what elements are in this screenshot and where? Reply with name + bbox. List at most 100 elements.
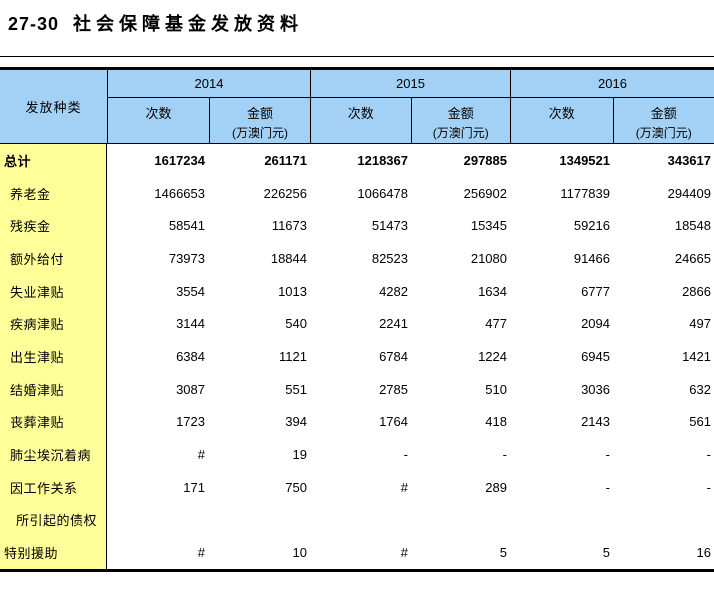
- row-label: 丧葬津贴: [0, 405, 107, 439]
- year-label-2014: 2014: [108, 70, 310, 98]
- table-row: 肺尘埃沉着病 # 19 - - - -: [0, 438, 714, 471]
- value-cell: 5: [499, 545, 507, 561]
- value-cell: #: [400, 479, 408, 495]
- value-cell: -: [706, 479, 711, 495]
- value-cell: 2785: [379, 381, 408, 397]
- value-cell: 1723: [176, 414, 205, 430]
- value-cell: 51473: [371, 218, 408, 234]
- value-cell: 6777: [581, 283, 610, 299]
- table-row: 失业津贴 3554 1013 4282 1634 6777 2866: [0, 274, 714, 308]
- value-cell: 19: [292, 447, 307, 463]
- value-cell: [107, 504, 208, 537]
- value-cell: 551: [285, 381, 307, 397]
- value-cell: 73973: [168, 250, 205, 266]
- year-section-2016: 2016 次数 金额 (万澳门元): [510, 70, 714, 143]
- value-cell: 256902: [463, 185, 507, 201]
- category-header-cell: 发放种类: [25, 100, 82, 115]
- value-cell: [310, 504, 411, 537]
- value-cell: 2094: [581, 316, 610, 332]
- amount-unit-label: (万澳门元): [635, 126, 692, 140]
- row-label: 疾病津贴: [0, 307, 107, 341]
- value-cell: -: [706, 447, 711, 463]
- year-section-2015: 2015 次数 金额 (万澳门元): [310, 70, 510, 143]
- count-header-cell: 次数: [548, 106, 575, 121]
- row-label: 失业津贴: [0, 274, 107, 308]
- table-row: 总计 1617234 261171 1218367 297885 1349521…: [0, 144, 714, 177]
- value-cell: 343617: [667, 152, 711, 168]
- value-cell: 21080: [470, 250, 507, 266]
- value-cell: 1421: [682, 348, 711, 364]
- amount-header-cell: 金额 (万澳门元): [410, 98, 511, 143]
- value-cell: 289: [485, 479, 507, 495]
- row-label: 肺尘埃沉着病: [0, 438, 107, 471]
- value-cell: 497: [689, 316, 711, 332]
- year-label-2015: 2015: [311, 70, 510, 98]
- sub-header-2015: 次数 金额 (万澳门元): [311, 98, 510, 143]
- value-cell: 15345: [470, 218, 507, 234]
- rule-gap: [0, 57, 714, 67]
- table-row: 结婚津贴 3087 551 2785 510 3036 632: [0, 372, 714, 406]
- value-cell: 18548: [674, 218, 711, 234]
- table-row: 特别援助 # 10 # 5 5 16: [0, 536, 714, 569]
- table-row: 因工作关系 171 750 # 289 - -: [0, 470, 714, 504]
- value-cell: -: [403, 447, 408, 463]
- value-cell: 5: [602, 545, 610, 561]
- value-cell: 297885: [463, 152, 507, 168]
- value-cell: 632: [689, 381, 711, 397]
- value-cell: 59216: [573, 218, 610, 234]
- year-label-2016: 2016: [511, 70, 714, 98]
- value-cell: 6945: [581, 348, 610, 364]
- top-thin-rule: [0, 56, 714, 57]
- value-cell: 82523: [371, 250, 408, 266]
- value-cell: 10: [292, 545, 307, 561]
- row-label: 出生津贴: [0, 340, 107, 373]
- table-number: 27-30: [8, 14, 60, 34]
- value-cell: 3036: [581, 381, 610, 397]
- value-cell: 1177839: [560, 185, 610, 201]
- row-label: 残疾金: [0, 209, 107, 243]
- value-cell: 171: [183, 479, 205, 495]
- table-row: 出生津贴 6384 1121 6784 1224 6945 1421: [0, 340, 714, 373]
- value-cell: 2241: [379, 316, 408, 332]
- value-cell: -: [502, 447, 507, 463]
- sub-header-2016: 次数 金额 (万澳门元): [511, 98, 714, 143]
- row-label: 养老金: [0, 176, 107, 210]
- value-cell: 91466: [573, 250, 610, 266]
- value-cell: [411, 504, 510, 537]
- value-cell: #: [400, 545, 408, 561]
- value-cell: 226256: [263, 185, 307, 201]
- row-label: 总计: [0, 144, 107, 177]
- value-cell: 1466653: [154, 185, 205, 201]
- value-cell: 11673: [271, 218, 307, 234]
- value-cell: 58541: [168, 218, 205, 234]
- year-section-2014: 2014 次数 金额 (万澳门元): [107, 70, 310, 143]
- value-cell: 561: [689, 414, 711, 430]
- amount-label: 金额: [246, 106, 273, 121]
- value-cell: 1013: [278, 283, 307, 299]
- value-cell: 1634: [478, 283, 507, 299]
- value-cell: 1349521: [559, 152, 610, 168]
- amount-header-cell: 金额 (万澳门元): [209, 98, 310, 143]
- row-label: 结婚津贴: [0, 372, 107, 406]
- value-cell: 1121: [279, 348, 307, 364]
- page-title: 27-30 社会保障基金发放资料: [0, 0, 714, 56]
- value-cell: 1764: [379, 414, 408, 430]
- value-cell: 6384: [176, 348, 205, 364]
- amount-label: 金额: [447, 106, 474, 121]
- value-cell: 3554: [176, 283, 205, 299]
- amount-label: 金额: [650, 106, 677, 121]
- value-cell: 294409: [667, 185, 711, 201]
- value-cell: 1224: [478, 348, 507, 364]
- value-cell: 16: [696, 545, 711, 561]
- table-row: 所引起的债权: [0, 503, 714, 537]
- value-cell: 24665: [674, 250, 711, 266]
- value-cell: 510: [485, 381, 507, 397]
- value-cell: 418: [485, 414, 507, 430]
- value-cell: 18844: [270, 250, 307, 266]
- row-label: 额外给付: [0, 242, 107, 275]
- count-header-cell: 次数: [347, 106, 374, 121]
- value-cell: [208, 504, 310, 537]
- value-cell: -: [605, 479, 610, 495]
- value-cell: 477: [485, 316, 507, 332]
